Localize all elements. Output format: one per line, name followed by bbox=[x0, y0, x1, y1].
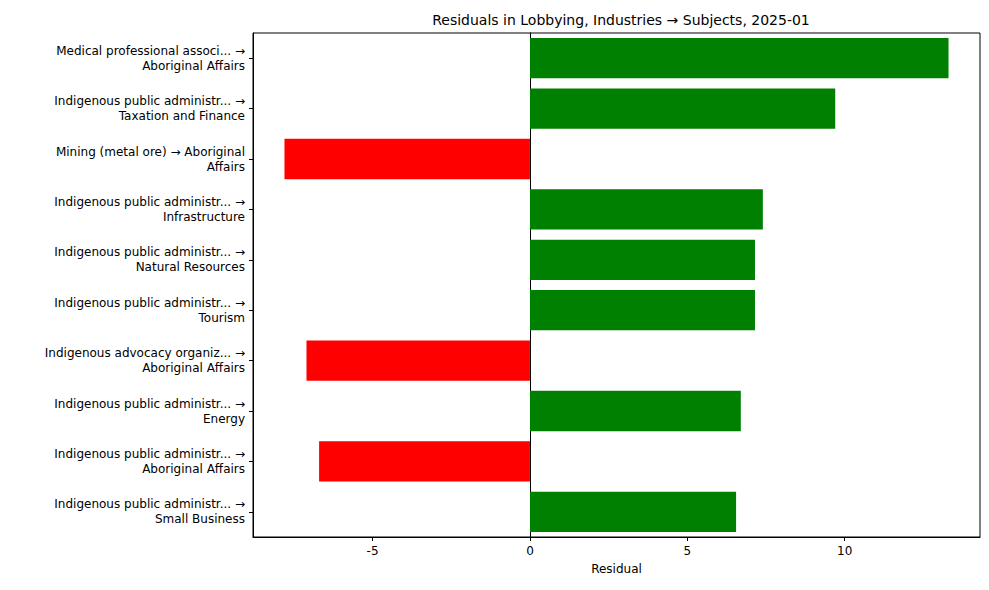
svg-text:Medical professional associ...: Medical professional associ... → bbox=[56, 44, 245, 58]
svg-text:10: 10 bbox=[837, 544, 852, 558]
svg-text:Mining (metal ore) → Aborigina: Mining (metal ore) → Aboriginal bbox=[56, 145, 245, 159]
svg-text:Aboriginal Affairs: Aboriginal Affairs bbox=[142, 361, 245, 375]
svg-text:Indigenous public administr...: Indigenous public administr... → bbox=[54, 497, 245, 511]
svg-text:Indigenous public administr...: Indigenous public administr... → bbox=[54, 94, 245, 108]
svg-text:Small Business: Small Business bbox=[155, 512, 245, 526]
svg-text:Aboriginal Affairs: Aboriginal Affairs bbox=[142, 462, 245, 476]
svg-text:-5: -5 bbox=[367, 544, 379, 558]
svg-text:Infrastructure: Infrastructure bbox=[163, 210, 245, 224]
svg-text:Indigenous public administr...: Indigenous public administr... → bbox=[54, 195, 245, 209]
svg-text:Indigenous advocacy organiz...: Indigenous advocacy organiz... → bbox=[45, 346, 245, 360]
svg-text:Residuals in Lobbying, Industr: Residuals in Lobbying, Industries → Subj… bbox=[432, 12, 810, 28]
svg-text:Indigenous public administr...: Indigenous public administr... → bbox=[54, 397, 245, 411]
svg-text:Indigenous public administr...: Indigenous public administr... → bbox=[54, 245, 245, 259]
svg-text:Taxation and Finance: Taxation and Finance bbox=[118, 109, 245, 123]
svg-text:Residual: Residual bbox=[591, 562, 642, 576]
svg-text:5: 5 bbox=[683, 544, 691, 558]
svg-text:Indigenous public administr...: Indigenous public administr... → bbox=[54, 296, 245, 310]
svg-text:Tourism: Tourism bbox=[198, 311, 245, 325]
svg-text:Indigenous public administr...: Indigenous public administr... → bbox=[54, 447, 245, 461]
svg-text:0: 0 bbox=[526, 544, 534, 558]
svg-text:Energy: Energy bbox=[203, 412, 245, 426]
svg-text:Natural Resources: Natural Resources bbox=[136, 260, 245, 274]
svg-text:Affairs: Affairs bbox=[207, 160, 245, 174]
svg-text:Aboriginal Affairs: Aboriginal Affairs bbox=[142, 59, 245, 73]
